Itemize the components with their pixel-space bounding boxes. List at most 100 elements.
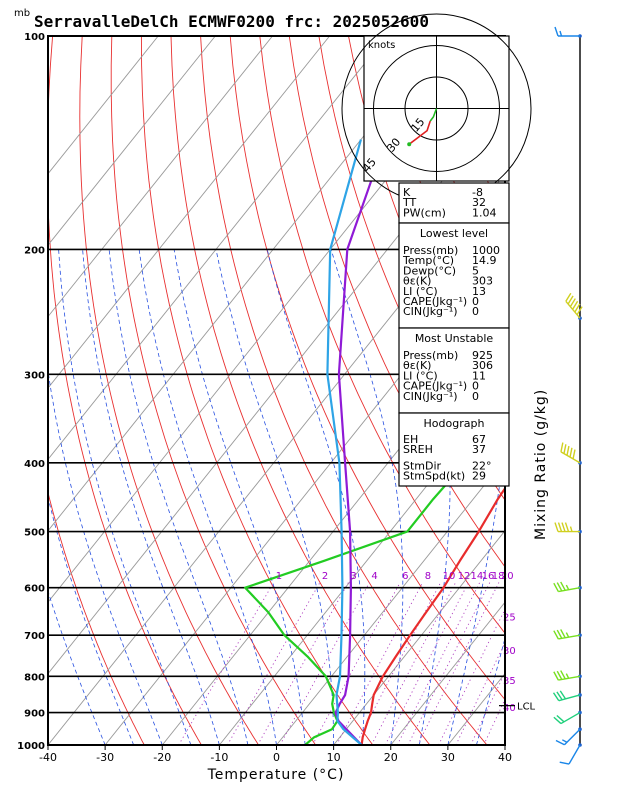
mixing-ratio-label: 40 <box>503 703 516 714</box>
barb-flag <box>559 690 567 700</box>
wind-barb <box>565 292 583 320</box>
barb-flag <box>556 582 563 592</box>
panel-row-label: TT <box>402 196 417 209</box>
wind-barb <box>552 690 582 702</box>
pressure-tick-label: 100 <box>24 32 45 43</box>
panel-row-label: θε(K) <box>403 275 431 288</box>
barb-flag <box>576 306 583 316</box>
barb-flag <box>572 449 576 460</box>
barb-flag <box>567 295 574 305</box>
barb-flag <box>553 716 562 725</box>
barb-flag <box>556 714 565 723</box>
barb-staff <box>558 634 581 640</box>
panel-row-label: CIN(Jkg⁻¹) <box>403 390 458 403</box>
panel-row-label: StmSpd(kt) <box>403 470 465 483</box>
barb-flag <box>565 673 570 679</box>
panel-row-value: 925 <box>472 349 493 362</box>
mixing-ratio-axis-label: Mixing Ratio (g/kg) <box>533 389 549 540</box>
panel-row-label: Dewp(°C) <box>403 264 456 277</box>
barb-flag <box>561 739 568 743</box>
barb-flag <box>560 581 566 591</box>
panel-row-label: Press(mb) <box>403 244 458 257</box>
panel-row-label: LI (°C) <box>403 369 438 382</box>
panel-row-value: 22° <box>472 459 492 472</box>
x-axis-ticks: -40 -30 -20 -10 0 10 20 30 40 <box>39 745 512 764</box>
mixing-ratio-line <box>227 582 321 745</box>
barb-staff <box>560 711 581 725</box>
barb-staff <box>563 728 581 746</box>
barb-flag <box>553 671 559 681</box>
panel-row-label: EH <box>403 433 418 446</box>
barb-flag <box>569 298 576 308</box>
dry-adiabat <box>48 36 202 745</box>
panel-row-label: CAPE(Jkg⁻¹) <box>403 295 467 308</box>
sounding-profiles <box>244 91 505 745</box>
wind-barb <box>560 442 582 465</box>
panel-row-value: 11 <box>472 369 486 382</box>
barb-flag <box>561 522 566 532</box>
pressure-tick-label: 800 <box>24 672 45 683</box>
dry-adiabat <box>585 36 618 745</box>
wind-barb <box>553 670 582 681</box>
mixing-ratio-label: 35 <box>503 676 516 687</box>
barb-flag <box>554 26 559 37</box>
mixing-ratio-line <box>336 582 424 745</box>
panel-row-label: K <box>403 186 411 199</box>
barb-flag <box>569 526 573 532</box>
wind-barb <box>559 743 582 765</box>
pressure-tick-label: 200 <box>24 245 45 256</box>
mixing-ratio-line <box>417 582 500 745</box>
lcl-label: LCL <box>517 702 536 713</box>
barb-flag <box>554 522 559 532</box>
wind-barb <box>553 710 582 725</box>
moist-adiabat <box>410 249 451 745</box>
mixing-ratio-label: 16 <box>482 571 495 582</box>
moist-adiabat <box>48 589 106 745</box>
mixing-ratio-label: 10 <box>443 571 456 582</box>
panel-row-value: 0 <box>472 380 479 393</box>
dry-adiabat <box>288 36 505 568</box>
dry-adiabat <box>79 36 259 745</box>
barb-staff <box>565 300 581 319</box>
temperature-tick-label: -10 <box>210 751 228 764</box>
panel-row-label: SREH <box>403 443 433 456</box>
barb-flag <box>563 444 567 454</box>
profile-line-0 <box>360 486 505 745</box>
isotherm <box>48 36 445 532</box>
panel-box <box>398 222 510 329</box>
barb-flag <box>557 522 563 532</box>
moist-adiabat <box>173 249 306 745</box>
temperature-tick-label: 0 <box>273 751 280 764</box>
panel-heading: Lowest level <box>420 227 488 240</box>
lcl-marker: LCL <box>499 702 536 713</box>
profile-line-3 <box>326 139 363 745</box>
temperature-tick-label: 20 <box>384 751 398 764</box>
barb-flag <box>566 445 570 456</box>
mixing-ratio-line <box>438 608 505 745</box>
panel-row-value: 0 <box>472 390 479 403</box>
indices-panel: K -8 TT 32 PW(cm) 1.04 Lowest level Press(mb) 10… <box>398 182 510 487</box>
temperature-tick-label: -20 <box>153 751 171 764</box>
panel-row-label: LI (°C) <box>403 285 438 298</box>
barb-flag <box>559 761 570 765</box>
panel-row-value: 0 <box>472 305 479 318</box>
mixing-ratio-line <box>483 698 505 745</box>
panel-row-value: 67 <box>472 433 486 446</box>
panel-row-value: 14.9 <box>472 254 497 267</box>
mixing-ratio-label: 30 <box>503 646 516 657</box>
barb-staff <box>558 675 581 681</box>
chart-title: SerravalleDelCh ECMWF0200 frc: 202505260… <box>34 12 429 31</box>
storm-motion-dot <box>407 142 412 147</box>
barb-flag <box>556 691 563 701</box>
pressure-tick-label: 900 <box>24 709 45 720</box>
barb-flag <box>572 300 579 310</box>
panel-row-label: StmDir <box>403 459 442 472</box>
panel-row-value: 13 <box>472 285 486 298</box>
pressure-tick-label: 600 <box>24 584 45 595</box>
panel-row-label: θε(K) <box>403 359 431 372</box>
wind-barb <box>553 581 582 593</box>
mixing-ratio-line <box>257 582 349 745</box>
